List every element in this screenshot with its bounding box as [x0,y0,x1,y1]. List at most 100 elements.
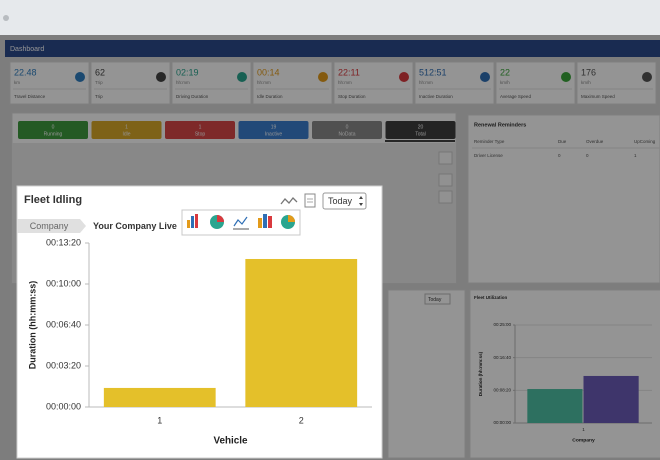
utilization-panel [469,289,660,459]
status-label: NoData [339,131,356,137]
icon-part [288,215,295,222]
icon-part [268,216,272,228]
kpi-card [90,61,171,105]
x-axis-label: Company [572,437,595,443]
map-tool[interactable] [438,173,453,187]
reminders-header: Overdue [586,139,604,144]
icon-part [217,215,224,222]
map-tool[interactable] [438,151,453,165]
reminders-cell: 1 [634,153,637,158]
kpi-label: Idle Duration [257,94,283,99]
status-label: Total [415,131,426,137]
line-chart-icon[interactable] [280,197,298,205]
reminders-panel [467,114,660,284]
chart-type-donut[interactable] [281,215,295,229]
status-button[interactable] [238,121,309,139]
reminders-header: Due [558,139,567,144]
kpi-card [252,61,333,105]
y-axis-label: Duration (hh:mm:ss) [478,351,483,396]
side-period-select[interactable] [424,293,451,305]
y-axis-label: Duration (hh:mm:ss) [27,281,37,370]
chart-title: Fleet Utilization [474,295,508,300]
icon-part [263,214,267,228]
x-axis-label: Vehicle [213,436,248,447]
kpi-unit: hh:mm [338,80,352,85]
kpi-icon [399,72,409,82]
kpi-icon [156,72,166,82]
reminders-title: Renewal Reminders [474,122,526,128]
y-tick-label: 00:00:00 [493,420,511,425]
bar [245,258,358,407]
kpi-value: 22 [500,67,510,77]
period-select[interactable] [322,192,367,210]
chart-type-stacked[interactable] [258,214,272,228]
kpi-unit: hh:mm [419,80,433,85]
status-count: 0 [346,124,349,130]
scope-text: Your Company Live [93,221,177,231]
kpi-unit: hh:mm [257,80,271,85]
breadcrumb-text: Company [30,221,69,231]
x-tick-label: 1 [157,415,162,425]
status-count: 0 [52,124,55,130]
status-label: Idle [122,131,130,137]
reminders-header: UpComing [634,139,656,144]
kpi-icon [75,72,85,82]
kpi-card [414,61,495,105]
y-tick-label: 00:08:20 [493,388,511,393]
side-panel [387,289,466,459]
browser-bar [0,0,660,35]
breadcrumb-tab[interactable] [17,219,86,233]
chart-type-line[interactable] [233,216,249,230]
kpi-label: Average Speed [500,94,531,99]
status-count: 20 [418,124,424,130]
period-select-text: Today [328,196,353,206]
kpi-icon [237,72,247,82]
kpi-icon [480,72,490,82]
y-tick-label: 00:03:20 [46,360,81,370]
kpi-unit: km/h [500,80,510,85]
kpi-card [171,61,252,105]
status-label: Stop [195,131,206,137]
reminders-cell: 0 [558,153,561,158]
status-button[interactable] [312,121,382,139]
status-button[interactable] [165,121,235,139]
kpi-icon [642,72,652,82]
chart-type-bar[interactable] [187,214,198,228]
y-tick-label: 00:10:00 [46,278,81,288]
export-icon[interactable] [304,193,316,208]
y-tick-label: 00:06:40 [46,319,81,329]
status-button[interactable] [18,121,88,139]
kpi-card [495,61,576,105]
kpi-label: Stop Duration [338,94,366,99]
kpi-icon [318,72,328,82]
status-button[interactable] [91,121,162,139]
select-arrows [359,196,363,206]
kpi-label: Trip [95,94,103,99]
status-button[interactable] [385,121,456,139]
kpi-card [576,61,657,105]
status-count: 1 [199,124,202,130]
dashboard-title: Dashboard [10,46,44,53]
chart-type-pie[interactable] [210,215,224,229]
icon-part [191,216,194,228]
doc-icon[interactable] [304,193,316,208]
y-tick-label: 00:25:00 [493,322,511,327]
kpi-unit: Trip [95,80,103,85]
popup: Fleet Idling Today Company Your Company … [16,185,383,459]
window-dot[interactable] [3,15,9,21]
x-tick-label: 2 [299,415,304,425]
x-tick-label: 1 [582,427,585,432]
status-label: Running [44,131,63,137]
kpi-label: Inactive Duration [419,94,453,99]
map-tool[interactable] [438,190,453,204]
kpi-value: 00:14 [257,67,280,77]
reminders-cell: 0 [586,153,589,158]
kpi-value: 02:19 [176,67,199,77]
kpi-unit: km/h [581,80,591,85]
y-tick-label: 00:00:00 [46,401,81,411]
reminders-header: Reminder Type [474,139,505,144]
kpi-value: 176 [581,67,596,77]
kpi-icon [561,72,571,82]
